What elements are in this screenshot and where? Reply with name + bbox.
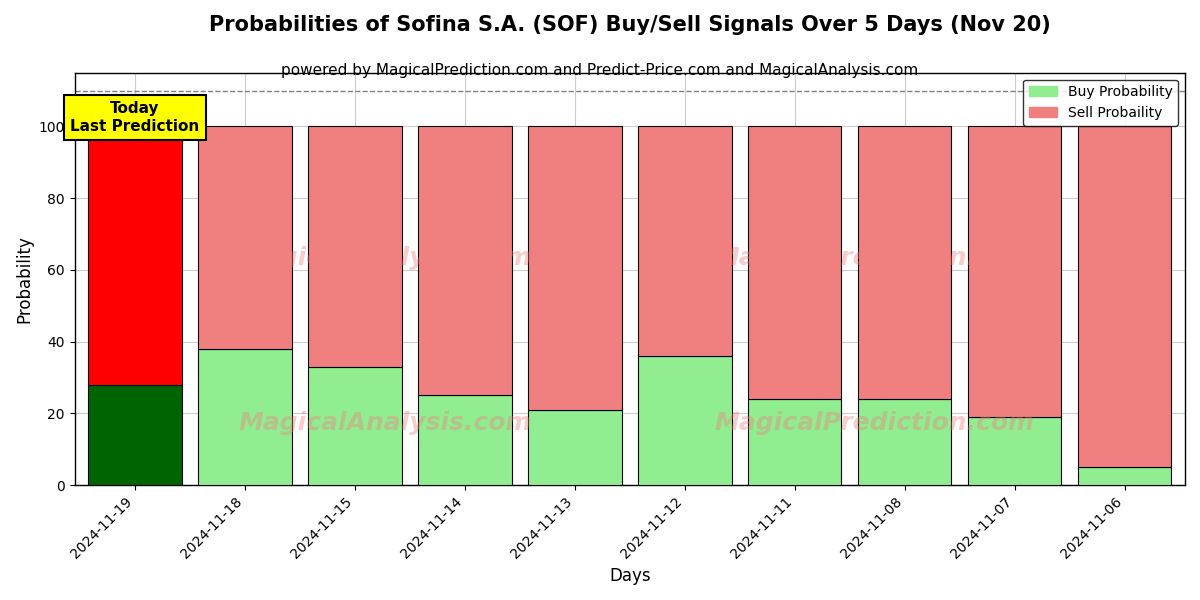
Text: MagicalPrediction.com: MagicalPrediction.com	[714, 411, 1034, 435]
Text: MagicalAnalysis.com: MagicalAnalysis.com	[239, 246, 533, 270]
Legend: Buy Probability, Sell Probaility: Buy Probability, Sell Probaility	[1024, 80, 1178, 125]
Bar	[419, 127, 511, 395]
Bar	[198, 127, 292, 349]
Bar	[89, 385, 182, 485]
Bar	[419, 395, 511, 485]
Bar	[858, 127, 952, 399]
Text: Today
Last Prediction: Today Last Prediction	[71, 101, 199, 134]
Bar	[968, 127, 1061, 417]
Bar	[308, 127, 402, 367]
Text: MagicalAnalysis.com: MagicalAnalysis.com	[239, 411, 533, 435]
Text: powered by MagicalPrediction.com and Predict-Price.com and MagicalAnalysis.com: powered by MagicalPrediction.com and Pre…	[281, 63, 919, 78]
X-axis label: Days: Days	[610, 567, 650, 585]
Bar	[1078, 467, 1171, 485]
Bar	[528, 410, 622, 485]
Bar	[748, 399, 841, 485]
Bar	[528, 127, 622, 410]
Bar	[198, 349, 292, 485]
Bar	[968, 417, 1061, 485]
Bar	[858, 399, 952, 485]
Bar	[748, 127, 841, 399]
Y-axis label: Probability: Probability	[16, 235, 34, 323]
Bar	[1078, 127, 1171, 467]
Bar	[89, 127, 182, 385]
Title: Probabilities of Sofina S.A. (SOF) Buy/Sell Signals Over 5 Days (Nov 20): Probabilities of Sofina S.A. (SOF) Buy/S…	[209, 15, 1051, 35]
Bar	[638, 356, 732, 485]
Bar	[308, 367, 402, 485]
Text: MagicalPrediction.com: MagicalPrediction.com	[714, 246, 1034, 270]
Bar	[638, 127, 732, 356]
